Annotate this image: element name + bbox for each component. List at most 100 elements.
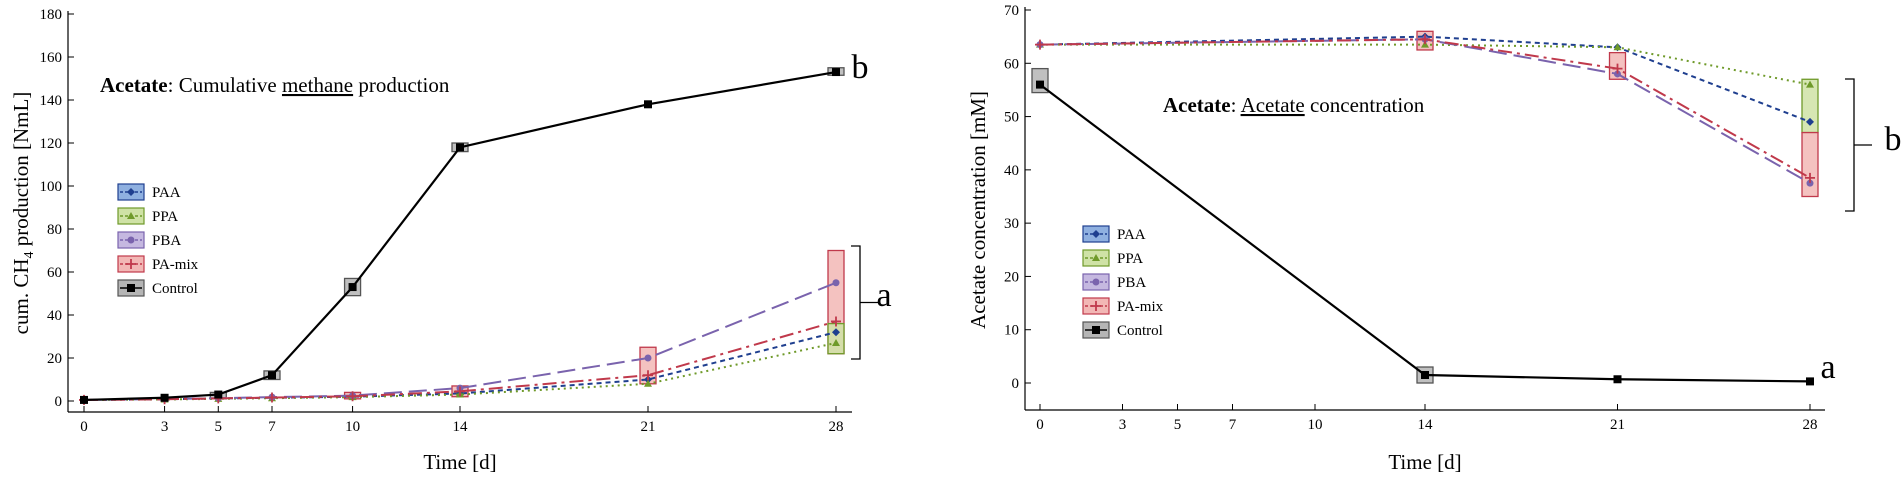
range-box [827,322,845,355]
x-tick-label: 7 [1229,417,1237,433]
data-point-control [456,143,464,152]
legend-item-control: Control [1082,321,1163,339]
y-axis-title: cum. CH4 production [NmL] [9,92,37,335]
series-pa-mix [79,316,841,405]
annotation-underlined: methane [282,73,353,97]
series-line-control [83,70,837,402]
significance-letter-a: a [876,277,891,314]
x-tick-label: 5 [215,419,223,435]
x-tick-label: 3 [161,419,169,435]
series-line-ppa [1040,43,1811,86]
data-point-pa-mix [831,316,841,327]
data-point-control [1036,80,1044,89]
data-point-control [832,68,840,77]
y-axis-title-tail: production [NmL] [9,92,33,252]
data-point-ppa [1806,80,1814,88]
significance-letter-a: a [1820,349,1835,386]
y-axis-title-main: Acetate concentration [mM] [966,91,990,329]
legend-marker [127,236,135,244]
data-point-control [80,395,88,404]
y-tick-label: 10 [1004,323,1019,339]
y-axis-title-main: cum. CH [9,258,33,334]
data-point-paa [832,328,840,337]
series-pba [1036,35,1814,187]
data-point-control [1806,377,1814,386]
legend-item-paa: PAA [117,183,181,201]
data-point-pa-mix [1805,172,1815,183]
data-point-control [644,100,652,109]
x-tick-label: 28 [1803,417,1818,433]
annotation-separator: : [168,73,179,97]
annotation-text: Acetate: Acetate concentration [1163,93,1425,117]
x-tick-label: 7 [268,419,276,435]
legend-marker [127,284,135,292]
data-point-ppa [644,379,652,387]
data-point-pa-mix [1035,39,1045,50]
y-tick-label: 30 [1004,216,1019,232]
data-point-control [1421,371,1429,380]
acetate-concentration-chart: 0 10 20 30 40 50 60 70 0 3 5 7 10 14 21 28 Time [d] Aceta… [966,3,1902,474]
annotation-pre: Cumulative [179,73,282,97]
legend-marker [1091,301,1101,311]
data-point-control [268,371,276,380]
series-control [1036,80,1814,386]
data-point-pba [832,279,840,287]
x-tick-label: 14 [1418,417,1434,433]
x-tick-label: 3 [1119,417,1127,433]
legend: PAA PPA PBA PA-mix Control [117,183,199,297]
y-tick-label: 180 [40,7,63,23]
legend-item-pba: PBA [1082,273,1146,291]
series-line-control [1039,83,1811,383]
legend-item-control: Control [117,279,198,297]
data-point-control [160,393,169,402]
y-tick-label: 0 [1012,376,1020,392]
data-point-pba [644,354,652,362]
methane-production-chart: 0 20 40 60 80 100 120 140 160 180 0 3 5 7 10 14 21 28 Time… [9,7,892,474]
legend-marker [127,188,135,196]
y-tick-label: 60 [47,265,62,281]
x-tick-label: 21 [1610,417,1625,433]
legend-marker [1092,278,1100,286]
x-tick-label: 10 [345,419,360,435]
legend-marker [1092,230,1100,238]
y-tick-label: 160 [40,50,63,66]
y-tick-label: 20 [47,351,62,367]
series-pa-mix [1035,34,1815,183]
legend-label: PAA [1117,227,1146,243]
series-line-pa-mix [83,320,837,401]
legend-marker [127,212,135,219]
legend-label: PPA [152,209,178,225]
legend-label: Control [152,281,198,297]
legend-item-pba: PBA [117,231,181,249]
legend-marker [1092,254,1100,261]
x-tick-label: 10 [1308,417,1323,433]
x-tick-label: 28 [829,419,844,435]
y-tick-label: 40 [47,308,62,324]
data-point-pa-mix [643,370,653,381]
series-line-paa [1039,35,1811,123]
y-axis-title-subscript: 4 [22,251,37,258]
y-tick-label: 0 [55,394,63,410]
annotation-bold: Acetate [100,73,168,97]
significance-letter-b: b [1885,121,1902,158]
annotation-underlined: Acetate [1241,93,1305,117]
x-tick-label: 5 [1174,417,1182,433]
legend-label: PA-mix [152,257,199,273]
series-control [80,68,840,404]
series-line-pa-mix [1039,38,1811,179]
y-axis-title: Acetate concentration [mM] [966,91,990,329]
data-point-pa-mix [455,386,465,397]
data-point-pa-mix [267,392,277,403]
data-point-paa [1806,117,1814,126]
range-boxes [209,67,845,400]
annotation-text: Acetate: Cumulative methane production [100,73,450,97]
x-tick-label: 0 [1036,417,1044,433]
annotation-separator: : [1231,93,1241,117]
legend-label: PA-mix [1117,299,1164,315]
legend-item-ppa: PPA [1082,249,1143,267]
data-point-ppa [832,338,840,346]
y-tick-label: 120 [40,136,63,152]
y-tick-label: 60 [1004,56,1019,72]
data-point-pa-mix [1612,63,1623,74]
y-tick-label: 40 [1004,163,1019,179]
